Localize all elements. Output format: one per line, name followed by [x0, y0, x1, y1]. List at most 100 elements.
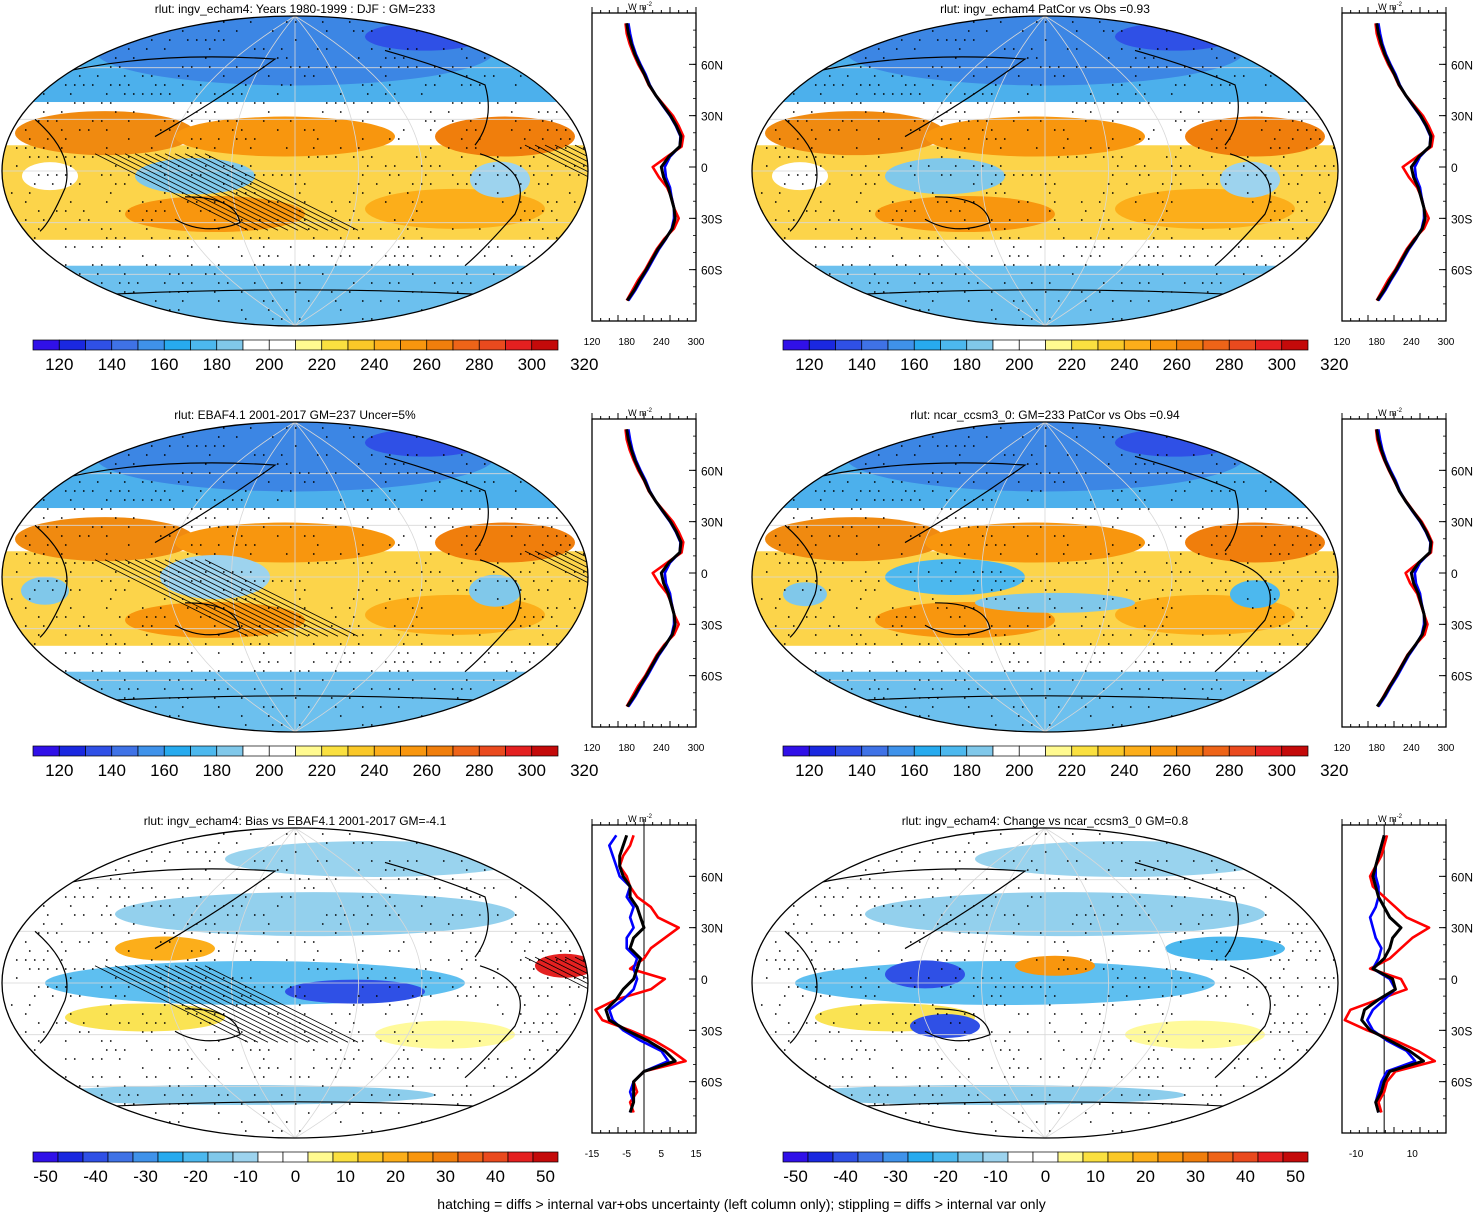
colorbar-swatch — [82, 1151, 109, 1163]
colorbar-swatch — [531, 745, 559, 757]
colorbar-label: -10 — [983, 1167, 1008, 1186]
colorbar-label: 140 — [98, 761, 126, 780]
colorbar-label: 20 — [1136, 1167, 1155, 1186]
zonal-lat-label: 60S — [1451, 264, 1472, 278]
colorbar-swatch — [1150, 745, 1178, 757]
coastline — [34, 930, 68, 1044]
coastline — [384, 455, 489, 552]
colorbar-swatch — [532, 1151, 559, 1163]
colorbar-label: 280 — [1215, 355, 1243, 374]
colorbar-swatch — [1255, 745, 1283, 757]
zonal-unit-sup: -2 — [1397, 2, 1403, 8]
colorbar-swatch — [1123, 339, 1151, 351]
colorbar-swatch — [400, 745, 428, 757]
colorbar-swatch — [913, 745, 941, 757]
coastline — [784, 524, 818, 638]
continents — [784, 455, 1271, 702]
colorbar-swatch — [426, 745, 454, 757]
colorbar-swatch — [966, 339, 994, 351]
zonal-unit-label: W m-2 — [628, 814, 652, 824]
colorbar-swatch — [111, 745, 139, 757]
warm-pool-cloud — [135, 158, 255, 195]
colorbar-swatch — [957, 1151, 984, 1163]
zonal-mean-plot: W m-2 60N 30N 0 30S 60S 120 180 240 300 — [584, 408, 723, 754]
colorbar-label: -10 — [233, 1167, 258, 1186]
asia-positive — [115, 936, 215, 961]
colorbar-label: 280 — [465, 355, 493, 374]
continents — [784, 49, 1271, 296]
coastline — [1134, 455, 1239, 552]
map-panel: rlut: ingv_echam4: Years 1980-1999 : DJF… — [0, 0, 740, 400]
colorbar-swatch — [887, 339, 915, 351]
zonal-lat-label: 60N — [701, 58, 723, 72]
map-panel: rlut: ingv_echam4: Change vs ncar_ccsm3_… — [750, 812, 1483, 1212]
zonal-lat-label: 30N — [1451, 110, 1473, 124]
zonal-lat-label: 0 — [1451, 161, 1458, 175]
colorbar-label: 200 — [1005, 355, 1033, 374]
colorbar-swatch — [807, 1151, 834, 1163]
zonal-x-label: 300 — [1438, 743, 1455, 754]
colorbar-swatch — [457, 1151, 484, 1163]
colorbar-swatch — [58, 339, 86, 351]
north-negative — [865, 892, 1265, 937]
zonal-lat-label: 30N — [701, 110, 723, 124]
colorbar-label: 160 — [150, 761, 178, 780]
colorbar-label: 200 — [1005, 761, 1033, 780]
colorbar-swatch — [382, 1151, 409, 1163]
map-border — [1, 15, 589, 327]
colorbar-swatch — [1018, 339, 1046, 351]
zonal-x-label: 240 — [1403, 337, 1420, 348]
colorbar-label: 40 — [486, 1167, 505, 1186]
colorbar-label: 260 — [1163, 355, 1191, 374]
amazon-cloud — [470, 161, 530, 198]
zonal-unit-label: W m-2 — [1378, 408, 1402, 418]
map-panel: rlut: ingv_echam4 PatCor vs Obs =0.93 120… — [750, 0, 1483, 400]
colorbar-swatch — [1045, 339, 1073, 351]
colorbar-swatch — [85, 339, 113, 351]
arctic-core — [1115, 22, 1235, 51]
colorbar-swatch — [1082, 1151, 1109, 1163]
colorbar-label: -30 — [133, 1167, 158, 1186]
panel-graphic: 120 140 160 180 200 220 240 260 280 300 320 W m-2 60… — [1, 2, 723, 374]
colorbar-label: 180 — [953, 355, 981, 374]
indian-negative — [885, 960, 965, 989]
coastline — [94, 289, 496, 296]
zonal-x-label: -5 — [622, 1149, 631, 1160]
colorbar-swatch — [452, 745, 480, 757]
zonal-unit-label: W m-2 — [1378, 814, 1402, 824]
zonal-x-label: -10 — [1349, 1149, 1364, 1160]
zonal-x-label: 300 — [688, 337, 705, 348]
zonal-line-obs — [1377, 23, 1432, 302]
zonal-line-obs — [627, 429, 682, 708]
colorbar-label: 180 — [203, 761, 231, 780]
colorbar-label: 300 — [1268, 761, 1296, 780]
zonal-line-mean — [625, 429, 683, 708]
colorbar-label: 50 — [536, 1167, 555, 1186]
colorbar-swatch — [132, 1151, 159, 1163]
panel-graphic: -50 -40 -30 -20 -10 0 10 20 30 40 50 W m-2 60N 30N 0 30… — [751, 814, 1473, 1186]
coastline — [784, 118, 818, 232]
colorbar-swatch — [452, 339, 480, 351]
continents — [34, 455, 521, 702]
colorbar-label: -50 — [33, 1167, 58, 1186]
colorbar-swatch — [163, 745, 191, 757]
zonal-lat-label: 60S — [701, 264, 722, 278]
colorbar: 120 140 160 180 200 220 240 260 280 300 320 — [782, 339, 1348, 374]
subtropic-warm-c — [1185, 116, 1325, 157]
coastline — [1214, 153, 1271, 267]
colorbar-swatch — [332, 1151, 359, 1163]
coastline — [44, 868, 277, 950]
zonal-lat-label: 30N — [1451, 516, 1473, 530]
colorbar-swatch — [1232, 1151, 1259, 1163]
colorbar-swatch — [1032, 1151, 1059, 1163]
colorbar-swatch — [1282, 1151, 1309, 1163]
colorbar-swatch — [1257, 1151, 1284, 1163]
coastline — [1214, 965, 1271, 1079]
colorbar-swatch — [482, 1151, 509, 1163]
colorbar-label: -30 — [883, 1167, 908, 1186]
colorbar-swatch — [861, 339, 889, 351]
zonal-x-label: 180 — [618, 743, 635, 754]
colorbar-label: 220 — [1058, 761, 1086, 780]
zonal-lat-label: 60S — [1451, 670, 1472, 684]
colorbar-swatch — [940, 339, 968, 351]
